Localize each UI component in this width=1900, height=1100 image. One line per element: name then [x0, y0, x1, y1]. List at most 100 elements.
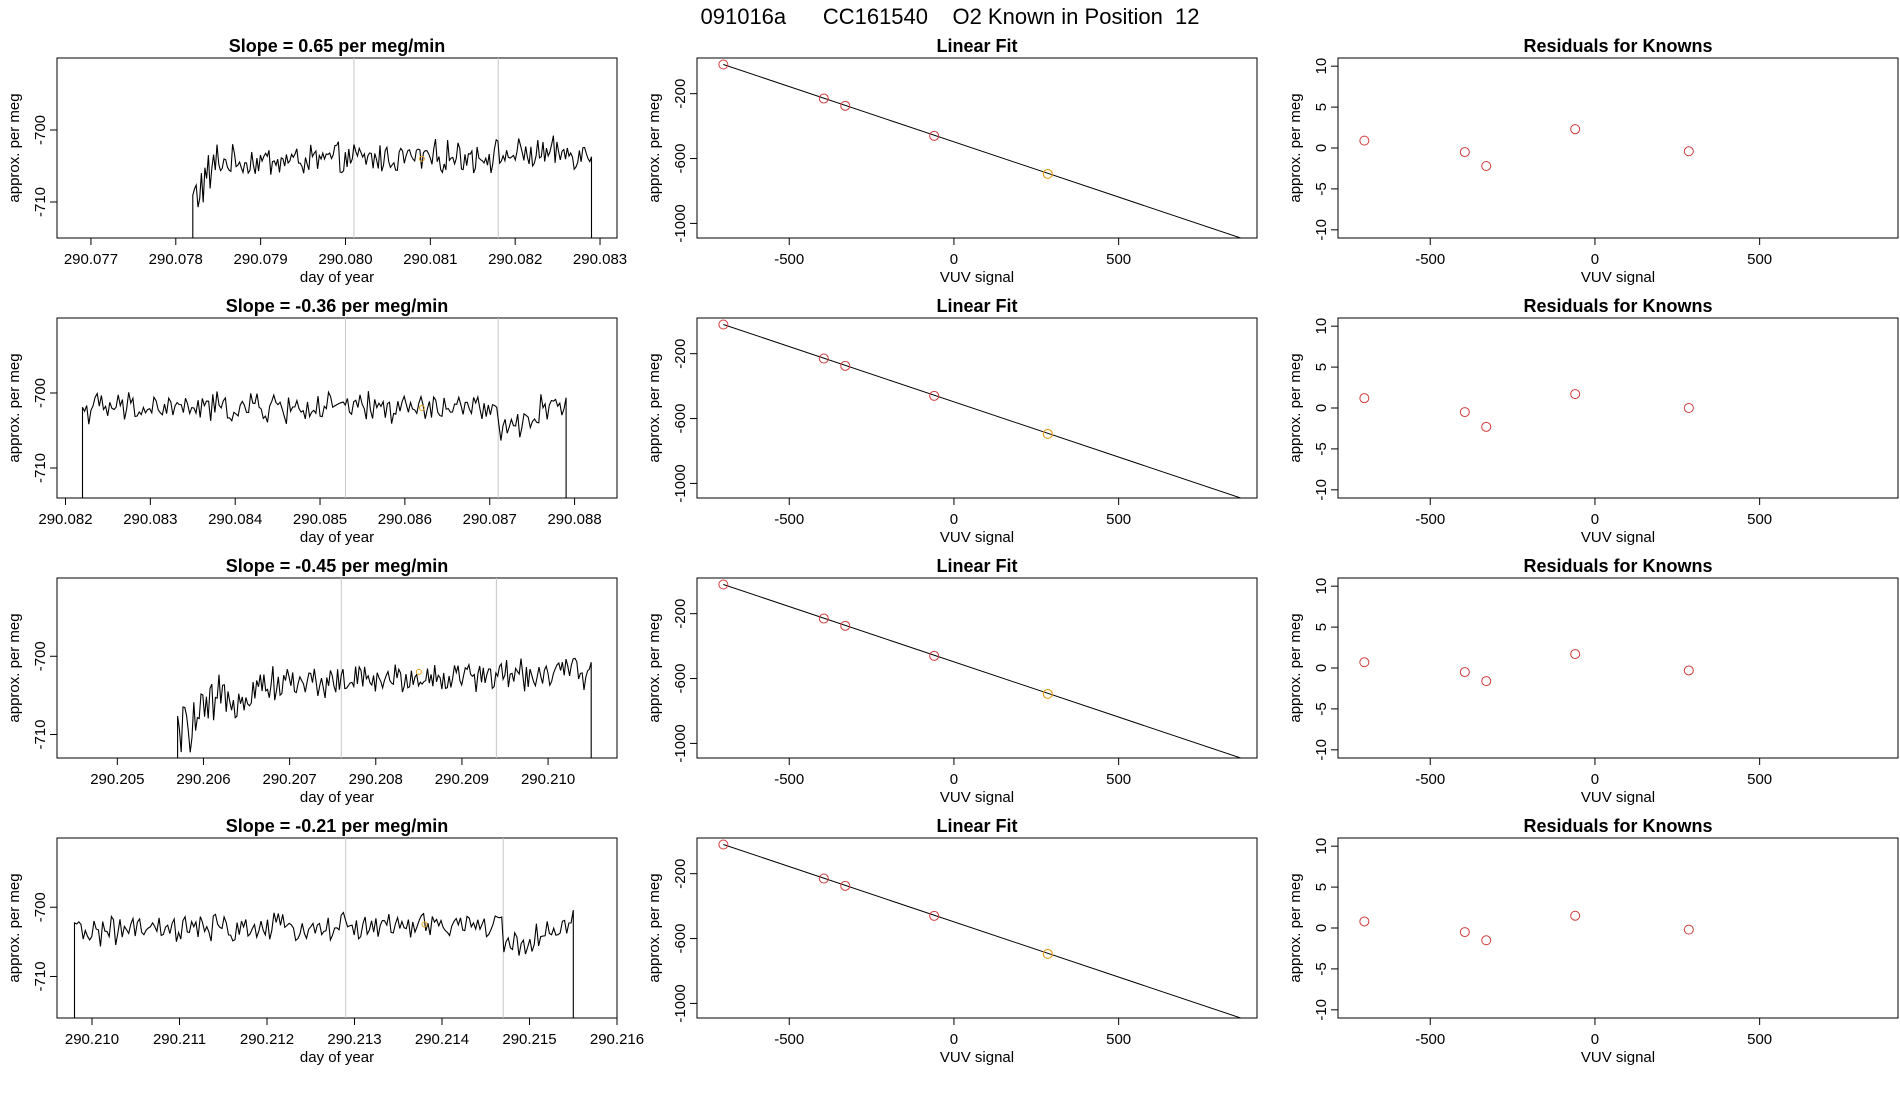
linear-fit-frame	[696, 837, 1258, 1019]
residuals-xtick-label: -500	[1415, 771, 1445, 788]
fit-point	[718, 59, 729, 70]
residual-point	[1359, 916, 1370, 927]
residuals-frame	[1337, 837, 1899, 1019]
residual-point	[1683, 146, 1694, 157]
timeseries-xtick-label: 290.077	[64, 251, 118, 268]
residuals-ytick-label: 5	[1313, 103, 1330, 111]
residual-point	[1683, 924, 1694, 935]
timeseries-ytick-label: -710	[32, 961, 49, 991]
residuals-ytick-label: -5	[1313, 702, 1330, 715]
residuals-xtick-label: 500	[1747, 1031, 1772, 1048]
residuals-ytick-label: 10	[1313, 578, 1330, 595]
residuals-xlabel: VUV signal	[1581, 1049, 1655, 1066]
timeseries-xtick-label: 290.079	[234, 251, 288, 268]
timeseries-xtick-label: 290.209	[435, 771, 489, 788]
timeseries-xtick-label: 290.206	[176, 771, 230, 788]
timeseries-xtick-label: 290.212	[240, 1031, 294, 1048]
linear-fit-ytick-label: -200	[672, 599, 689, 629]
timeseries-line	[73, 910, 574, 1018]
timeseries-xtick-label: 290.080	[318, 251, 372, 268]
linear-fit-xtick-label: 0	[950, 1031, 958, 1048]
fit-point	[818, 873, 829, 884]
linear-fit-ytick-label: -1000	[672, 724, 689, 762]
linear-fit-xtick-label: -500	[774, 1031, 804, 1048]
timeseries-xtick-label: 290.210	[65, 1031, 119, 1048]
fit-point	[718, 319, 729, 330]
linear-fit-title: Linear Fit	[936, 296, 1017, 316]
linear-fit-xtick-label: 0	[950, 251, 958, 268]
timeseries-xtick-label: 290.087	[463, 511, 517, 528]
residuals-plot-4: Residuals for Knowns -500 0 500 10 5 0 -5 -10 VUV…	[1287, 816, 1899, 1066]
linear-fit-xlabel: VUV signal	[940, 269, 1014, 286]
fit-point-unknown	[1042, 688, 1053, 700]
residual-point	[1683, 665, 1694, 676]
linear-fit-ylabel: approx. per meg	[646, 873, 663, 982]
page-title: 091016a CC161540 O2 Known in Position 12	[700, 4, 1200, 29]
linear-fit-xtick-label: 500	[1106, 511, 1131, 528]
residual-point	[1359, 657, 1370, 668]
fit-point-unknown	[1042, 168, 1053, 180]
linear-fit-ytick-label: -600	[672, 924, 689, 954]
timeseries-marker	[415, 668, 422, 675]
timeseries-xtick-label: 290.082	[488, 251, 542, 268]
timeseries-plot-1: Slope = 0.65 per meg/min 290.077 290.078 29…	[6, 36, 627, 286]
timeseries-xtick-label: 290.084	[208, 511, 262, 528]
linear-fit-frame	[696, 57, 1258, 239]
linear-fit-title: Linear Fit	[936, 36, 1017, 56]
fit-point-unknown	[1042, 428, 1053, 440]
timeseries-xtick-label: 290.078	[149, 251, 203, 268]
timeseries-xtick-label: 290.207	[262, 771, 316, 788]
residuals-ytick-label: -10	[1313, 739, 1330, 761]
fit-line	[723, 844, 1243, 1018]
residual-point	[1570, 389, 1581, 400]
linear-fit-ylabel: approx. per meg	[646, 93, 663, 202]
timeseries-ylabel: approx. per meg	[6, 353, 23, 462]
residual-point	[1481, 935, 1492, 946]
residuals-plot-3: Residuals for Knowns -500 0 500 10 5 0 -5 -10 VUV…	[1287, 556, 1899, 806]
residual-point	[1359, 135, 1370, 146]
linear-fit-ytick-label: -600	[672, 404, 689, 434]
linear-fit-xtick-label: 0	[950, 511, 958, 528]
timeseries-xtick-label: 290.210	[521, 771, 575, 788]
timeseries-xtick-label: 290.082	[38, 511, 92, 528]
linear-fit-xtick-label: -500	[774, 251, 804, 268]
timeseries-xtick-label: 290.081	[403, 251, 457, 268]
timeseries-plot-2: Slope = -0.36 per meg/min 290.082 290.083 2…	[6, 296, 618, 546]
residual-point	[1459, 147, 1470, 158]
residuals-frame	[1337, 57, 1899, 239]
linear-fit-title: Linear Fit	[936, 556, 1017, 576]
timeseries-title: Slope = -0.36 per meg/min	[226, 296, 449, 316]
fit-point	[718, 839, 729, 850]
residual-point	[1570, 649, 1581, 660]
residuals-xtick-label: 0	[1591, 251, 1599, 268]
residuals-xlabel: VUV signal	[1581, 789, 1655, 806]
fit-line	[723, 64, 1243, 238]
fit-point	[929, 130, 940, 141]
residual-point	[1459, 407, 1470, 418]
linear-fit-xtick-label: 500	[1106, 771, 1131, 788]
fit-point	[929, 390, 940, 401]
timeseries-ytick-label: -700	[32, 378, 49, 408]
timeseries-ytick-label: -710	[32, 720, 49, 750]
timeseries-ytick-label: -700	[32, 115, 49, 145]
fit-point	[840, 100, 851, 111]
residual-point	[1570, 910, 1581, 921]
residuals-ytick-label: 10	[1313, 58, 1330, 75]
residuals-ytick-label: 0	[1313, 924, 1330, 932]
residuals-xtick-label: 0	[1591, 771, 1599, 788]
residuals-ytick-label: -5	[1313, 442, 1330, 455]
timeseries-xlabel: day of year	[300, 269, 374, 286]
timeseries-title: Slope = 0.65 per meg/min	[229, 36, 446, 56]
timeseries-title: Slope = -0.45 per meg/min	[226, 556, 449, 576]
timeseries-ytick-label: -700	[32, 641, 49, 671]
fit-point	[718, 579, 729, 590]
timeseries-xlabel: day of year	[300, 529, 374, 546]
timeseries-ytick-label: -710	[32, 187, 49, 217]
residuals-title: Residuals for Knowns	[1523, 556, 1712, 576]
fit-point	[840, 360, 851, 371]
timeseries-xlabel: day of year	[300, 1049, 374, 1066]
timeseries-marker	[418, 405, 425, 411]
timeseries-xtick-label: 290.213	[327, 1031, 381, 1048]
residuals-ytick-label: -5	[1313, 962, 1330, 975]
timeseries-xtick-label: 290.086	[378, 511, 432, 528]
